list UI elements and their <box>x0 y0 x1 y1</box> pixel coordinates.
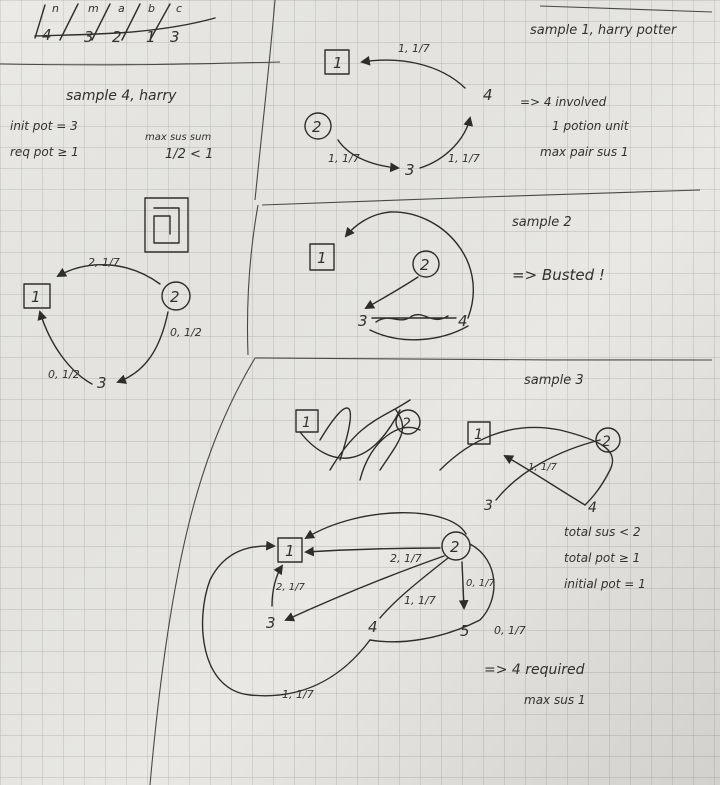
node-circle <box>161 281 191 311</box>
strip-digit: 1 <box>146 28 156 46</box>
strip-digit: 2 <box>112 28 122 46</box>
node-box <box>23 283 51 309</box>
node-circle <box>441 531 471 561</box>
sample-4-maxsus-value: 1/2 < 1 <box>165 147 213 162</box>
node-label: 2 <box>312 118 322 136</box>
node-circle <box>304 112 332 140</box>
node-label: 1 <box>474 427 483 443</box>
edge-label: 1, 1/7 <box>528 462 557 473</box>
spiral-doodle <box>144 197 189 253</box>
strip-letter: a <box>118 2 125 15</box>
node-label: 3 <box>266 614 276 632</box>
strip-letter: c <box>176 2 182 15</box>
sample-3-constraint: total sus < 2 <box>564 525 641 539</box>
edge-label: 1, 1/7 <box>282 688 314 701</box>
node-label: 2 <box>450 538 460 556</box>
node-label: 3 <box>97 374 107 392</box>
node-label: 3 <box>484 498 493 514</box>
strip-letter: m <box>88 2 99 15</box>
sample-4-title: sample 4, harry <box>66 88 177 104</box>
node-label: 4 <box>483 86 493 104</box>
edge-label: 2, 1/7 <box>88 256 120 269</box>
node-label: 2 <box>170 288 180 306</box>
edge-label: 0, 1/2 <box>48 368 80 381</box>
node-label: 2 <box>402 416 411 432</box>
node-label: 1 <box>285 542 295 560</box>
node-label: 4 <box>458 312 468 330</box>
node-box <box>324 49 350 75</box>
sample-4-init: init pot = 3 <box>10 119 78 133</box>
sample-3-result: => 4 required <box>484 662 585 678</box>
node-label: 1 <box>302 415 311 431</box>
sample-3-constraint: initial pot = 1 <box>564 577 646 591</box>
node-label: 1 <box>333 54 343 72</box>
node-circle <box>412 250 440 278</box>
sample-1-note: => 4 involved <box>520 95 607 109</box>
sample-1-note: 1 potion unit <box>552 119 630 133</box>
edge-label: 2, 1/7 <box>276 582 305 593</box>
edge-label: 1, 1/7 <box>448 152 480 165</box>
node-label: 1 <box>317 249 327 267</box>
sample-3-diagram: sample 3 1 2 1 2 3 4 1, 1/7 total sus < … <box>201 373 646 707</box>
sample-2-diagram: sample 2 1 2 3 4 => Busted ! <box>309 211 605 341</box>
node-label: 2 <box>602 434 611 450</box>
sample-1-note: max pair sus 1 <box>540 145 629 159</box>
strip-digit: 3 <box>170 28 180 46</box>
sample-3-title: sample 3 <box>524 373 584 388</box>
sample-1-diagram: sample 1, harry potter 1 2 3 4 1, 1/7 1,… <box>304 23 678 179</box>
sample-4-diagram: sample 4, harry init pot = 3 req pot ≥ 1… <box>10 88 213 392</box>
sample-3-constraint: total pot ≥ 1 <box>564 551 640 565</box>
sample-4-maxsus-label: max sus sum <box>145 132 211 143</box>
sample-2-result: => Busted ! <box>512 266 605 284</box>
node-label: 4 <box>368 618 378 636</box>
edge-label: 1, 1/7 <box>328 152 360 165</box>
strip-letter: n <box>52 2 59 15</box>
top-strip: n m a b c 4 3 2 1 3 <box>34 2 216 46</box>
strip-letter: b <box>148 2 155 15</box>
sample-4-req: req pot ≥ 1 <box>10 145 79 159</box>
edge-label: 0, 1/7 <box>466 578 495 589</box>
edge-label: 0, 1/7 <box>494 624 526 637</box>
node-label: 3 <box>405 161 415 179</box>
node-label: 2 <box>420 256 430 274</box>
strip-digit: 3 <box>84 28 94 46</box>
sample-2-title: sample 2 <box>512 215 572 230</box>
edge-label: 2, 1/7 <box>390 552 422 565</box>
strip-digit: 4 <box>42 26 52 44</box>
sample-1-title: sample 1, harry potter <box>530 23 678 38</box>
node-label: 4 <box>588 500 597 516</box>
edge-label: 1, 1/7 <box>404 594 436 607</box>
node-label: 5 <box>460 622 470 640</box>
node-label: 3 <box>358 312 368 330</box>
sample-3-result: max sus 1 <box>524 693 586 707</box>
node-box <box>309 243 335 271</box>
node-label: 1 <box>31 288 41 306</box>
edge-label: 1, 1/7 <box>398 42 430 55</box>
node-box <box>277 537 303 563</box>
edge-label: 0, 1/2 <box>170 326 202 339</box>
